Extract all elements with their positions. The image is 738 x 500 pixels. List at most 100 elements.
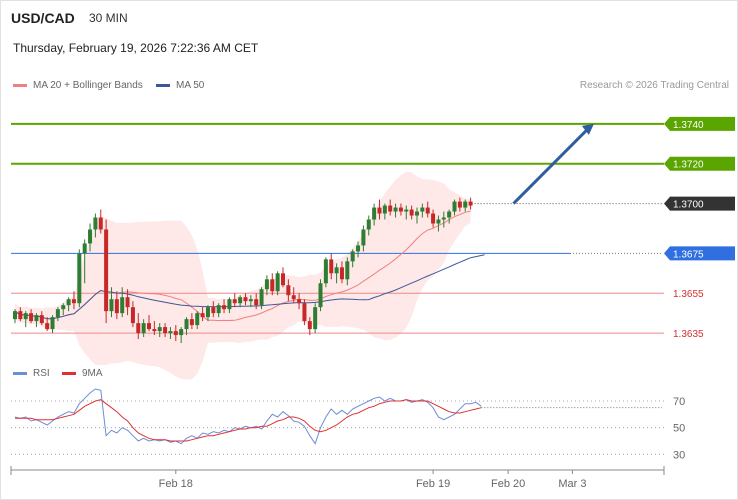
candle-body	[297, 299, 302, 304]
candle-body	[323, 259, 328, 284]
rsi-tick-70: 70	[673, 396, 685, 408]
candle-body	[18, 311, 23, 320]
price-tag-bg	[664, 246, 735, 261]
ma50-swatch	[156, 84, 170, 87]
rsi-series-rsi	[14, 388, 482, 445]
candle-body	[157, 327, 162, 332]
candle-body	[329, 259, 334, 274]
price-tag-label: 1.3675	[673, 249, 704, 260]
candle-body	[425, 207, 430, 214]
candle-body	[120, 297, 125, 314]
candle-body	[34, 315, 39, 322]
ma20-swatch	[13, 84, 27, 87]
legend-rsi-ma: 9MA	[62, 368, 103, 379]
candle-body	[109, 299, 114, 312]
candle-body	[339, 267, 344, 280]
price-tag-resistance-0: 1.3740	[664, 116, 735, 131]
candle-body	[382, 205, 387, 214]
candle-body	[404, 209, 409, 212]
legend-ma20-label: MA 20 + Bollinger Bands	[33, 80, 143, 91]
candle-body	[286, 285, 291, 296]
candle-body	[313, 307, 318, 330]
legend-ma50: MA 50	[156, 80, 204, 91]
candle-body	[114, 299, 119, 314]
legend-rsi: RSI	[13, 368, 50, 379]
price-tag-pivot-3: 1.3675	[664, 246, 735, 261]
candle-body	[377, 207, 382, 214]
candle-body	[270, 279, 275, 292]
legend-ma50-label: MA 50	[176, 80, 205, 91]
candle-body	[216, 305, 221, 314]
candle-body	[264, 279, 269, 290]
candle-body	[222, 305, 227, 310]
candle-body	[291, 295, 296, 300]
interval-label: 30 MIN	[89, 11, 128, 25]
symbol-title: USD/CAD	[11, 10, 75, 26]
candle-body	[189, 319, 194, 326]
candle-body	[66, 299, 71, 306]
candle-body	[275, 273, 280, 292]
candle-body	[468, 201, 473, 206]
x-tick-label: Feb 18	[159, 478, 193, 490]
candle-body	[104, 229, 109, 312]
candle-body	[307, 321, 312, 330]
candle-body	[13, 311, 17, 320]
candle-body	[388, 205, 393, 212]
candle-body	[45, 323, 50, 330]
candle-body	[211, 307, 216, 314]
candle-body	[254, 299, 259, 306]
price-tag-bg	[664, 156, 735, 171]
candle-body	[334, 267, 339, 274]
candle-body	[409, 209, 414, 216]
rsi-swatch	[13, 372, 27, 375]
candle-body	[88, 229, 93, 244]
candle-body	[55, 309, 60, 318]
candle-body	[184, 319, 189, 330]
projection-arrow	[512, 127, 589, 205]
candle-body	[125, 297, 130, 308]
candle-body	[248, 299, 253, 302]
candle-body	[398, 207, 403, 212]
candle-body	[452, 201, 457, 212]
candle-body	[23, 313, 28, 320]
x-tick-label: Feb 20	[491, 478, 525, 490]
rsi-series-9ma	[15, 399, 482, 442]
support-label-5: 1.3635	[673, 329, 704, 340]
rsi-ma-swatch	[62, 372, 76, 375]
candle-body	[463, 201, 468, 208]
candle-body	[441, 217, 446, 220]
candle-body	[318, 283, 323, 308]
candle-body	[147, 323, 151, 330]
candle-body	[130, 307, 135, 324]
candle-body	[447, 211, 452, 218]
candle-body	[168, 331, 173, 334]
candle-body	[39, 315, 44, 324]
candle-body	[205, 307, 210, 318]
price-tag-label: 1.3700	[673, 200, 704, 211]
candle-body	[152, 329, 157, 332]
candle-body	[200, 313, 205, 318]
candle-body	[366, 219, 371, 230]
candle-body	[173, 331, 178, 336]
candle-body	[82, 243, 87, 254]
candle-body	[61, 305, 66, 310]
candle-body	[372, 207, 377, 220]
candle-body	[50, 317, 55, 330]
candle-body	[136, 323, 141, 334]
candle-body	[195, 313, 200, 326]
candle-body	[415, 211, 419, 216]
price-tag-label: 1.3720	[673, 160, 704, 171]
price-tag-label: 1.3740	[673, 120, 704, 131]
price-tag-resistance-1: 1.3720	[664, 156, 735, 171]
candle-body	[431, 213, 436, 224]
candle-body	[238, 297, 243, 304]
x-tick-label: Feb 19	[416, 478, 450, 490]
candle-body	[393, 207, 398, 212]
candle-body	[243, 297, 248, 302]
legend-rsi-ma-label: 9MA	[82, 368, 103, 379]
timestamp: Thursday, February 19, 2026 7:22:36 AM C…	[13, 41, 259, 55]
legend-ma20: MA 20 + Bollinger Bands	[13, 80, 143, 91]
price-tag-bg	[664, 196, 735, 211]
projection-arrowhead	[581, 123, 594, 135]
